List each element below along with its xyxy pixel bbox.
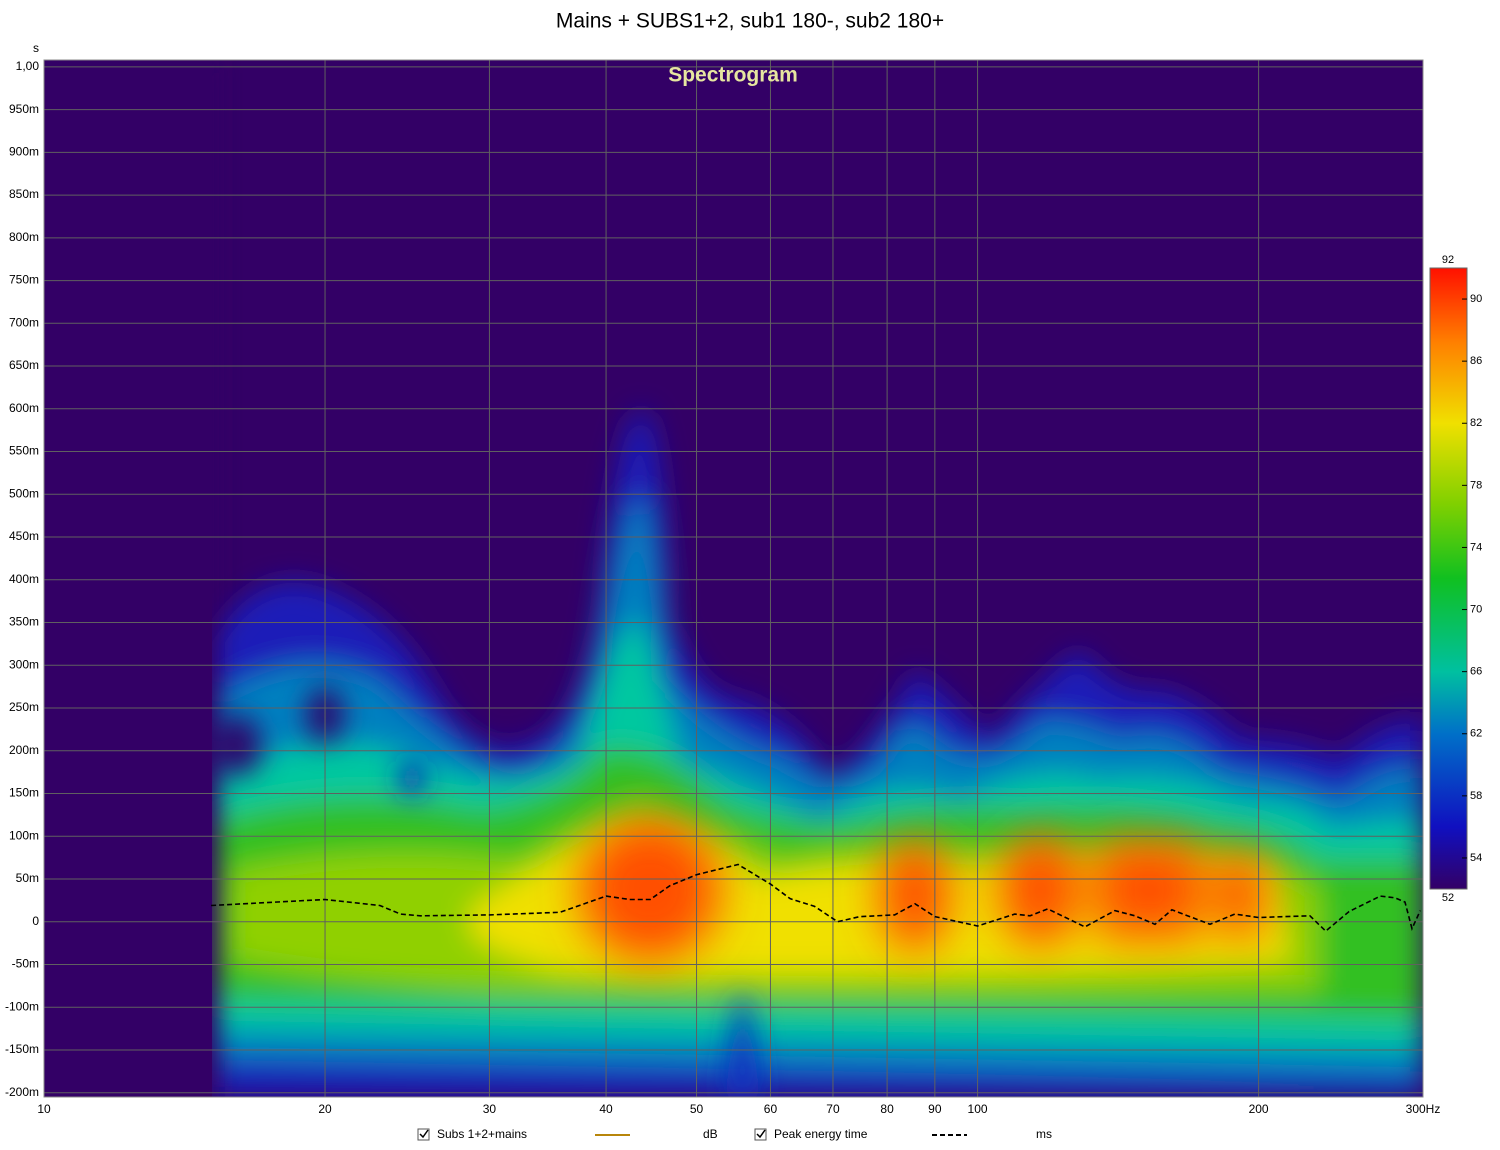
legend: Subs 1+2+mains dB Peak energy time ms	[417, 1127, 1052, 1141]
colorbar-tick-label: 82	[1470, 417, 1482, 429]
y-tick-label: 700m	[9, 315, 39, 329]
check	[756, 1129, 766, 1139]
y-tick-label: 350m	[9, 615, 39, 629]
colorbar-tick-label: 92	[1442, 254, 1454, 266]
colorbar-tick-label: 70	[1470, 603, 1482, 615]
x-tick-label: 20	[318, 1102, 332, 1116]
y-tick-label: 900m	[9, 145, 39, 159]
y-tick-label: 200m	[9, 743, 39, 757]
y-tick-label: 550m	[9, 444, 39, 458]
y-tick-label: 750m	[9, 273, 39, 287]
x-tick-label: 200	[1249, 1102, 1269, 1116]
y-tick-label: 600m	[9, 401, 39, 415]
x-tick-label: 90	[928, 1102, 942, 1116]
plot-border	[43, 59, 1424, 1098]
spectrogram-title: Spectrogram	[668, 64, 798, 87]
y-tick-label: -50m	[12, 957, 39, 971]
legend-unit: ms	[1036, 1127, 1052, 1141]
y-tick-label: 950m	[9, 102, 39, 116]
y-tick-label: 100m	[9, 828, 39, 842]
y-tick-label: 450m	[9, 529, 39, 543]
x-tick-label: 50	[690, 1102, 704, 1116]
y-tick-label: -200m	[5, 1085, 39, 1099]
y-tick-label: 300m	[9, 657, 39, 671]
x-tick-label: 60	[764, 1102, 778, 1116]
colorbar-tick-label: 74	[1470, 541, 1482, 553]
y-tick-label: 500m	[9, 486, 39, 500]
y-tick-label: 1,00	[16, 59, 40, 73]
y-tick-label: 850m	[9, 187, 39, 201]
x-tick-label: 30	[483, 1102, 497, 1116]
peak-energy-line	[211, 863, 1422, 933]
y-tick-label: 0	[32, 914, 39, 928]
legend-unit: dB	[703, 1127, 718, 1141]
colorbar-tick-label: 62	[1470, 728, 1482, 740]
x-tick-label: 100	[968, 1102, 988, 1116]
chart-title: Mains + SUBS1+2, sub1 180-, sub2 180+	[556, 10, 944, 33]
y-tick-label: 250m	[9, 700, 39, 714]
x-tick-label: 70	[826, 1102, 840, 1116]
spectrogram	[44, 60, 1423, 1097]
x-tick-label: 300Hz	[1406, 1102, 1441, 1116]
y-tick-label: 50m	[16, 871, 39, 885]
y-tick-label: -100m	[5, 999, 39, 1013]
y-tick-label: 150m	[9, 786, 39, 800]
checkbox[interactable]	[417, 1128, 430, 1141]
y-tick-label: -150m	[5, 1042, 39, 1056]
checkbox[interactable]	[754, 1128, 767, 1141]
x-tick-label: 40	[599, 1102, 613, 1116]
y-tick-label: 400m	[9, 572, 39, 586]
grid	[43, 60, 1424, 1097]
y-tick-label: 650m	[9, 358, 39, 372]
legend-label: Subs 1+2+mains	[437, 1127, 527, 1141]
colorbar-tick-label: 66	[1470, 666, 1482, 678]
colorbar	[1429, 267, 1468, 890]
colorbar-tick-label: 58	[1470, 790, 1482, 802]
colorbar-tick-label: 52	[1442, 892, 1454, 904]
colorbar-tick-label: 78	[1470, 479, 1482, 491]
colorbar-tick-label: 86	[1470, 355, 1482, 367]
x-tick-label: 10	[37, 1102, 51, 1116]
legend-label: Peak energy time	[774, 1127, 868, 1141]
y-axis-label: s	[33, 41, 39, 55]
colorbar-tick-label: 54	[1470, 852, 1482, 864]
x-tick-label: 80	[880, 1102, 894, 1116]
check	[419, 1129, 429, 1139]
y-tick-label: 800m	[9, 230, 39, 244]
colorbar-tick-label: 90	[1470, 293, 1482, 305]
